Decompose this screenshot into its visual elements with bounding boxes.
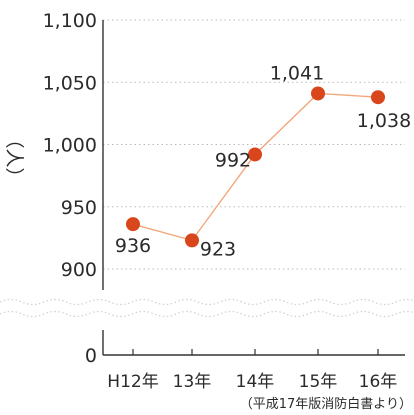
- data-labels: 936 923 992 1,041 1,038: [115, 62, 411, 260]
- x-tick-label-0: H12年: [107, 372, 158, 392]
- source-note: （平成17年版消防白書より）: [240, 396, 412, 412]
- axis-break: [0, 298, 414, 318]
- y-tick-label-2: 950: [61, 197, 97, 219]
- data-point-4: [371, 90, 385, 105]
- grid-lines: [103, 19, 405, 356]
- data-label-2: 992: [215, 149, 251, 171]
- y-tick-label-5: 1,100: [43, 10, 97, 32]
- data-point-1: [185, 233, 199, 248]
- series-line-path: [132, 92, 379, 242]
- break-wave-0: [0, 298, 414, 306]
- data-label-3: 1,041: [270, 62, 324, 84]
- x-tick-label-3: 15年: [299, 372, 338, 392]
- data-label-0: 936: [115, 235, 151, 257]
- break-wave-1: [0, 310, 414, 318]
- x-tick-labels: H12年 13年 14年 15年 16年: [107, 372, 397, 392]
- y-tick-label-1: 900: [61, 259, 97, 281]
- x-tick-label-2: 14年: [236, 372, 275, 392]
- axes: [102, 20, 379, 355]
- y-tick-label-0: 0: [85, 345, 97, 367]
- y-tick-label-3: 1,000: [43, 135, 97, 157]
- data-label-1: 923: [200, 238, 236, 260]
- data-label-4: 1,038: [357, 110, 411, 132]
- data-points: [126, 86, 385, 248]
- data-point-3: [311, 86, 325, 101]
- y-axis-label: （人）: [3, 129, 25, 186]
- x-tick-label-4: 16年: [359, 372, 398, 392]
- y-tick-label-4: 1,050: [43, 72, 97, 94]
- data-point-2: [248, 147, 262, 162]
- data-point-0: [126, 217, 140, 232]
- series-line: [132, 92, 379, 242]
- x-tick-label-1: 13年: [173, 372, 212, 392]
- y-tick-labels: 0 900 950 1,000 1,050 1,100: [43, 10, 97, 367]
